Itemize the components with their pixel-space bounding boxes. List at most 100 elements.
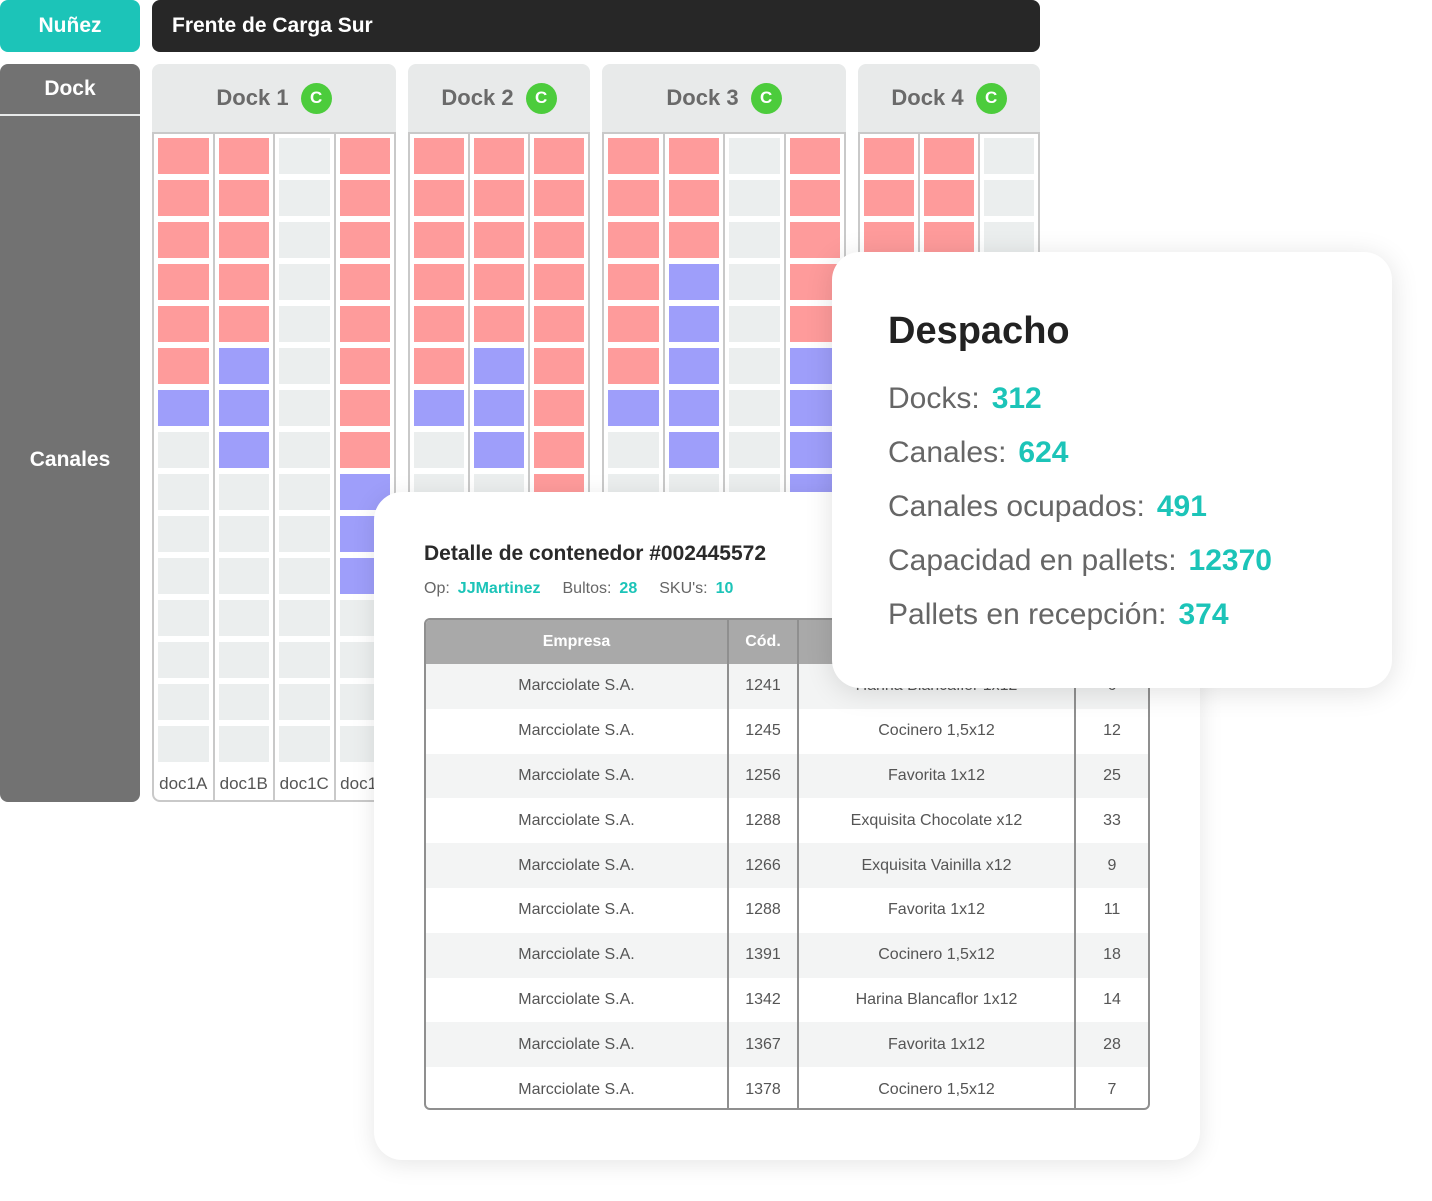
pallet-slot-red[interactable] — [668, 138, 719, 174]
pallet-slot-red[interactable] — [218, 306, 269, 342]
lane-doc1C[interactable]: doc1C — [275, 134, 336, 800]
pallet-slot-red[interactable] — [474, 222, 524, 258]
dock-header[interactable]: Dock 2 C — [408, 64, 590, 132]
pallet-slot-red[interactable] — [534, 180, 584, 216]
pallet-slot-empty[interactable] — [729, 222, 780, 258]
pallet-slot-red[interactable] — [414, 348, 464, 384]
pallet-slot-empty[interactable] — [279, 642, 330, 678]
table-row[interactable]: Marcciolate S.A. 1288 Favorita 1x12 11 — [426, 887, 1148, 933]
operator-value[interactable]: JJMartinez — [457, 580, 541, 597]
pallet-slot-blue[interactable] — [668, 390, 719, 426]
pallet-slot-red[interactable] — [534, 432, 584, 468]
pallet-slot-red[interactable] — [534, 390, 584, 426]
pallet-slot-red[interactable] — [608, 138, 659, 174]
pallet-slot-red[interactable] — [608, 348, 659, 384]
pallet-slot-empty[interactable] — [279, 726, 330, 762]
pallet-slot-red[interactable] — [158, 306, 209, 342]
pallet-slot-red[interactable] — [534, 264, 584, 300]
pallet-slot-empty[interactable] — [218, 726, 269, 762]
pallet-slot-empty[interactable] — [729, 306, 780, 342]
pallet-slot-red[interactable] — [218, 264, 269, 300]
pallet-slot-red[interactable] — [789, 180, 840, 216]
pallet-slot-red[interactable] — [339, 348, 390, 384]
dock-header[interactable]: Dock 4 C — [858, 64, 1040, 132]
table-row[interactable]: Marcciolate S.A. 1266 Exquisita Vainilla x… — [426, 843, 1148, 888]
pallet-slot-empty[interactable] — [218, 474, 269, 510]
pallet-slot-blue[interactable] — [789, 390, 840, 426]
pallet-slot-red[interactable] — [789, 264, 840, 300]
pallet-slot-red[interactable] — [339, 180, 390, 216]
table-row[interactable]: Marcciolate S.A. 1391 Cocinero 1,5x12 18 — [426, 932, 1148, 978]
pallet-slot-red[interactable] — [414, 306, 464, 342]
pallet-slot-empty[interactable] — [218, 684, 269, 720]
pallet-slot-blue[interactable] — [789, 348, 840, 384]
pallet-slot-red[interactable] — [534, 306, 584, 342]
pallet-slot-blue[interactable] — [218, 432, 269, 468]
pallet-slot-empty[interactable] — [279, 348, 330, 384]
pallet-slot-red[interactable] — [339, 222, 390, 258]
pallet-slot-red[interactable] — [414, 180, 464, 216]
pallet-slot-empty[interactable] — [279, 138, 330, 174]
dock-header[interactable]: Dock 1 C — [152, 64, 396, 132]
pallet-slot-red[interactable] — [158, 180, 209, 216]
pallet-slot-blue[interactable] — [668, 306, 719, 342]
pallet-slot-empty[interactable] — [218, 516, 269, 552]
pallet-slot-red[interactable] — [414, 222, 464, 258]
pallet-slot-red[interactable] — [789, 138, 840, 174]
pallet-slot-blue[interactable] — [668, 348, 719, 384]
pallet-slot-red[interactable] — [414, 138, 464, 174]
pallet-slot-empty[interactable] — [279, 264, 330, 300]
pallet-slot-red[interactable] — [339, 390, 390, 426]
pallet-slot-red[interactable] — [158, 222, 209, 258]
pallet-slot-red[interactable] — [339, 264, 390, 300]
pallet-slot-empty[interactable] — [158, 642, 209, 678]
pallet-slot-empty[interactable] — [279, 390, 330, 426]
pallet-slot-red[interactable] — [474, 306, 524, 342]
pallet-slot-empty[interactable] — [158, 516, 209, 552]
pallet-slot-empty[interactable] — [158, 558, 209, 594]
pallet-slot-red[interactable] — [668, 222, 719, 258]
lane-doc1A[interactable]: doc1A — [154, 134, 215, 800]
pallet-slot-red[interactable] — [608, 222, 659, 258]
pallet-slot-empty[interactable] — [158, 726, 209, 762]
pallet-slot-red[interactable] — [924, 180, 974, 216]
pallet-slot-empty[interactable] — [984, 138, 1034, 174]
pallet-slot-blue[interactable] — [218, 348, 269, 384]
pallet-slot-empty[interactable] — [414, 432, 464, 468]
site-tab[interactable]: Nuñez — [0, 0, 140, 52]
pallet-slot-empty[interactable] — [729, 264, 780, 300]
pallet-slot-red[interactable] — [924, 138, 974, 174]
pallet-slot-empty[interactable] — [279, 432, 330, 468]
pallet-slot-blue[interactable] — [474, 348, 524, 384]
pallet-slot-red[interactable] — [218, 222, 269, 258]
dock-header[interactable]: Dock 3 C — [602, 64, 846, 132]
pallet-slot-empty[interactable] — [729, 390, 780, 426]
pallet-slot-red[interactable] — [789, 222, 840, 258]
pallet-slot-blue[interactable] — [789, 432, 840, 468]
pallet-slot-empty[interactable] — [279, 684, 330, 720]
pallet-slot-empty[interactable] — [279, 474, 330, 510]
pallet-slot-blue[interactable] — [474, 432, 524, 468]
pallet-slot-empty[interactable] — [218, 642, 269, 678]
pallet-slot-empty[interactable] — [984, 180, 1034, 216]
pallet-slot-red[interactable] — [608, 306, 659, 342]
pallet-slot-red[interactable] — [339, 138, 390, 174]
pallet-slot-red[interactable] — [474, 138, 524, 174]
pallet-slot-blue[interactable] — [474, 390, 524, 426]
pallet-slot-red[interactable] — [474, 180, 524, 216]
pallet-slot-empty[interactable] — [608, 432, 659, 468]
pallet-slot-red[interactable] — [158, 264, 209, 300]
column-header-empresa[interactable]: Empresa — [426, 620, 729, 664]
pallet-slot-blue[interactable] — [668, 432, 719, 468]
table-row[interactable]: Marcciolate S.A. 1256 Favorita 1x12 25 — [426, 753, 1148, 799]
table-row[interactable]: Marcciolate S.A. 1378 Cocinero 1,5x12 7 — [426, 1067, 1148, 1108]
pallet-slot-blue[interactable] — [668, 264, 719, 300]
pallet-slot-empty[interactable] — [158, 474, 209, 510]
pallet-slot-red[interactable] — [668, 180, 719, 216]
pallet-slot-empty[interactable] — [729, 432, 780, 468]
pallet-slot-red[interactable] — [474, 264, 524, 300]
pallet-slot-red[interactable] — [339, 306, 390, 342]
table-row[interactable]: Marcciolate S.A. 1245 Cocinero 1,5x12 12 — [426, 708, 1148, 754]
pallet-slot-empty[interactable] — [279, 558, 330, 594]
